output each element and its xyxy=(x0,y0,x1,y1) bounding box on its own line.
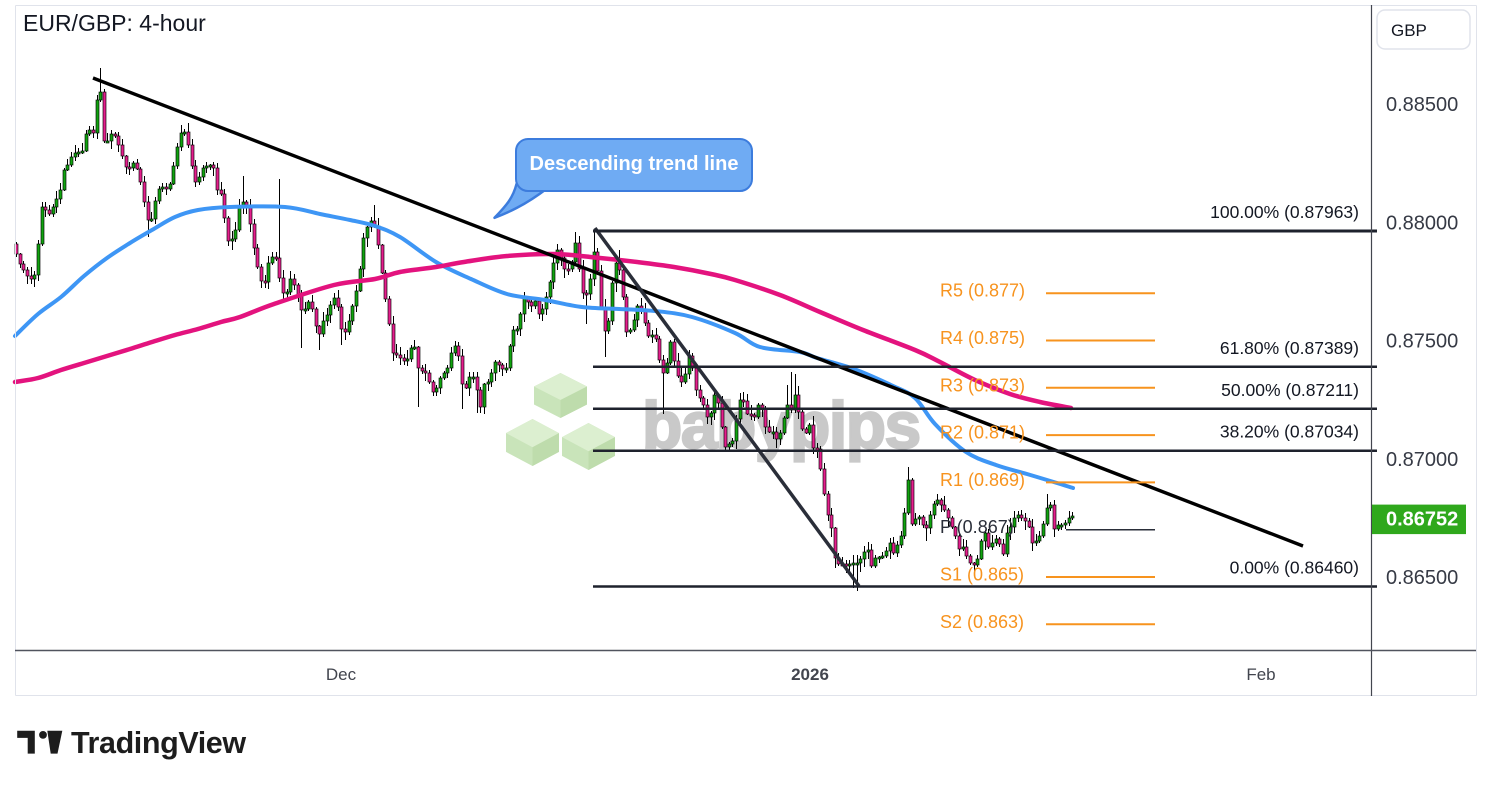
svg-text:R1 (0.869): R1 (0.869) xyxy=(940,470,1025,490)
svg-text:61.80% (0.87389): 61.80% (0.87389) xyxy=(1220,338,1359,358)
svg-text:R5 (0.877): R5 (0.877) xyxy=(940,281,1025,301)
svg-text:Feb: Feb xyxy=(1246,665,1275,684)
svg-text:0.00% (0.86460): 0.00% (0.86460) xyxy=(1230,558,1359,578)
svg-text:Dec: Dec xyxy=(326,665,357,684)
svg-text:GBP: GBP xyxy=(1391,21,1427,40)
svg-text:0.88000: 0.88000 xyxy=(1386,212,1458,234)
svg-text:50.00% (0.87211): 50.00% (0.87211) xyxy=(1221,380,1359,400)
svg-text:Descending trend line: Descending trend line xyxy=(530,153,739,175)
svg-text:S2 (0.863): S2 (0.863) xyxy=(940,612,1024,632)
svg-text:0.87500: 0.87500 xyxy=(1386,331,1458,353)
svg-text:R2 (0.871): R2 (0.871) xyxy=(940,423,1025,443)
svg-text:0.87000: 0.87000 xyxy=(1386,449,1458,471)
svg-text:0.88500: 0.88500 xyxy=(1386,94,1458,116)
svg-text:0.86500: 0.86500 xyxy=(1386,567,1458,589)
svg-text:P (0.867): P (0.867) xyxy=(940,517,1014,537)
svg-text:38.20% (0.87034): 38.20% (0.87034) xyxy=(1220,422,1359,442)
svg-text:S1 (0.865): S1 (0.865) xyxy=(940,565,1024,585)
svg-text:100.00% (0.87963): 100.00% (0.87963) xyxy=(1210,202,1359,222)
svg-text:EUR/GBP: 4-hour: EUR/GBP: 4-hour xyxy=(23,10,206,36)
svg-text:0.86752: 0.86752 xyxy=(1386,508,1458,530)
svg-text:R4 (0.875): R4 (0.875) xyxy=(940,328,1025,348)
svg-text:R3 (0.873): R3 (0.873) xyxy=(940,375,1025,395)
svg-text:TradingView: TradingView xyxy=(71,726,246,760)
svg-text:2026: 2026 xyxy=(791,665,829,684)
